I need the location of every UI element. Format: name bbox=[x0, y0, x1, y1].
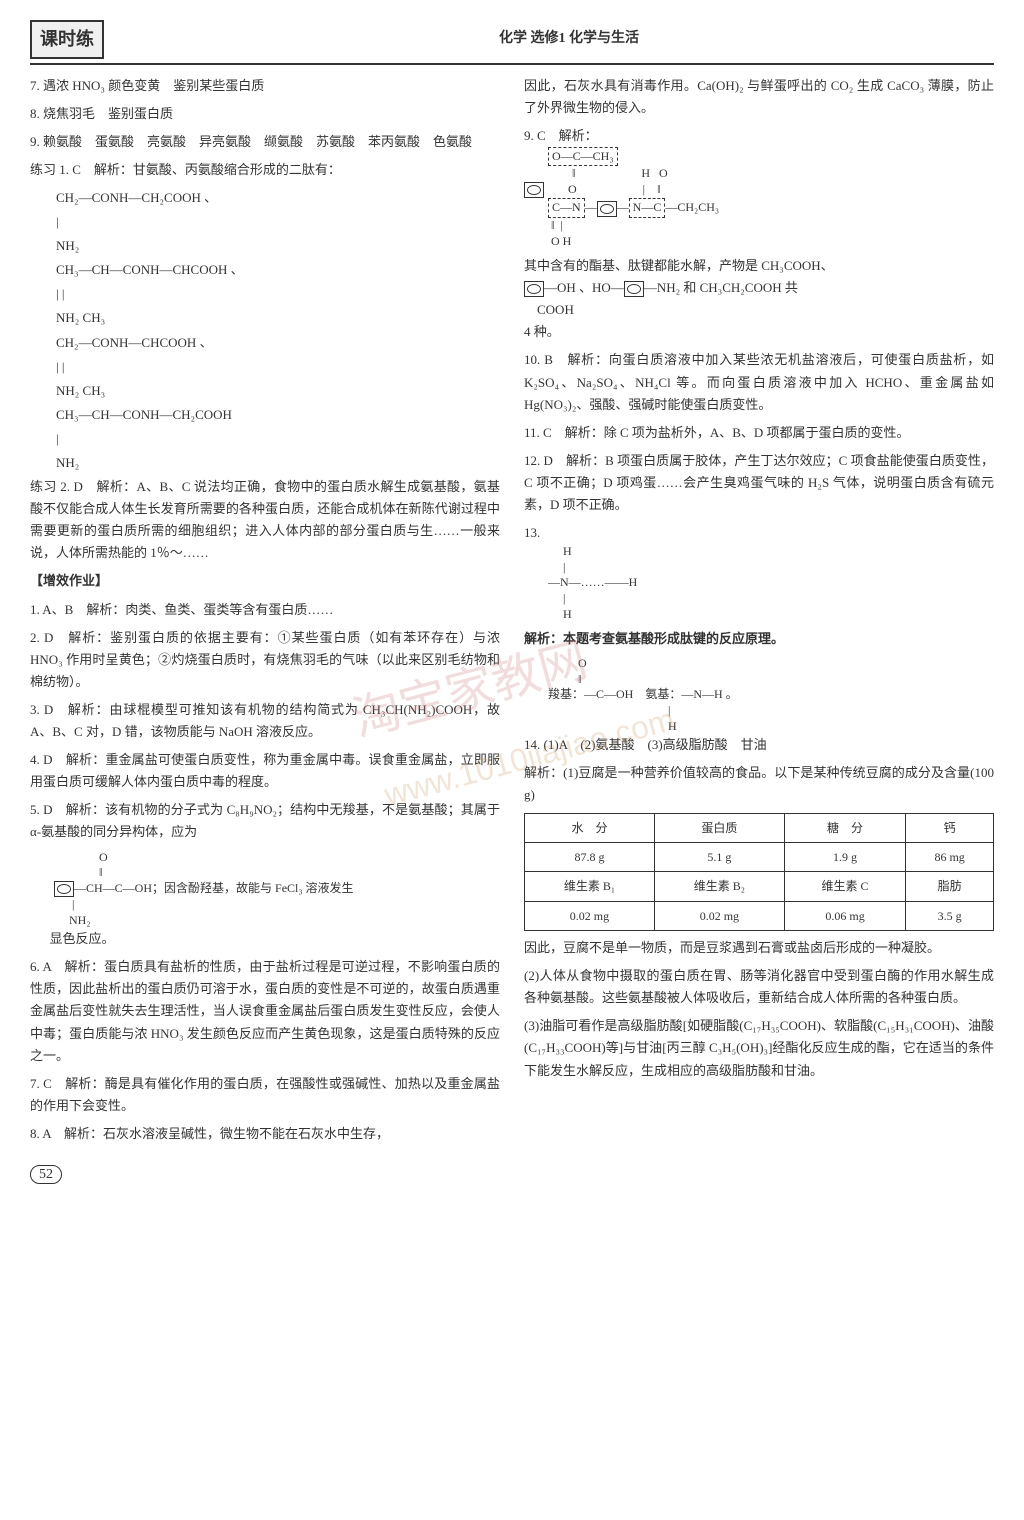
p1-f4b: | bbox=[30, 428, 500, 450]
r14-2: (2)人体从食物中摄取的蛋白质在胃、肠等消化器官中受到蛋白酶的作用水解生成各种氨… bbox=[524, 965, 994, 1009]
r9-text: 其中含有的酯基、肽键都能水解，产物是 CH₃COOH、 —OH 、HO— —NH₂… bbox=[524, 255, 994, 343]
table-row: 维生素 B₁ 维生素 B₂ 维生素 C 脂肪 bbox=[525, 872, 994, 901]
p1-f4a: CH₃—CH—CONH—CH₂COOH bbox=[30, 404, 500, 426]
r9-head: 9. C 解析： bbox=[524, 128, 598, 143]
table-cell: 5.1 g bbox=[654, 842, 784, 871]
p1-f1: CH₂—CONH—CH₂COOH 、 bbox=[30, 187, 500, 209]
table-row: 水 分 蛋白质 糖 分 钙 bbox=[525, 813, 994, 842]
r10: 10. B 解析：向蛋白质溶液中加入某些浓无机盐溶液后，可使蛋白质盐析，如 K₂… bbox=[524, 349, 994, 415]
r13-text: 解析：本题考查氨基酸形成肽键的反应原理。 bbox=[524, 628, 994, 650]
r14-text: 解析：(1)豆腐是一种营养价值较高的食品。以下是某种传统豆腐的成分及含量(100… bbox=[524, 762, 994, 806]
table-row: 87.8 g 5.1 g 1.9 g 86 mg bbox=[525, 842, 994, 871]
page-header: 课时练 化学 选修1 化学与生活 bbox=[30, 20, 994, 65]
p1-f3c: NH₂ CH₃ bbox=[30, 380, 500, 402]
r-cont: 因此，石灰水具有消毒作用。Ca(OH)₂ 与鲜蛋呼出的 CO₂ 生成 CaCO₃… bbox=[524, 75, 994, 119]
page-number: 52 bbox=[30, 1163, 994, 1187]
a1: 1. A、B 解析：肉类、鱼类、蛋类等含有蛋白质…… bbox=[30, 599, 500, 621]
r13: 13. H | —N—……——H | H bbox=[524, 522, 994, 622]
r14-after: 因此，豆腐不是单一物质，而是豆浆遇到石膏或盐卤后形成的一种凝胶。 bbox=[524, 937, 994, 959]
logo: 课时练 bbox=[30, 20, 104, 59]
table-cell: 维生素 B₂ bbox=[654, 872, 784, 901]
p1-f2b: | | bbox=[30, 283, 500, 305]
a5a: 5. D 解析：该有机物的分子式为 C₈H₉NO₂；结构中无羧基，不是氨基酸；其… bbox=[30, 799, 500, 843]
table-cell: 糖 分 bbox=[784, 813, 905, 842]
r9-text-a: 其中含有的酯基、肽键都能水解，产物是 CH₃COOH、 bbox=[524, 258, 834, 273]
p1-f1c: NH₂ bbox=[30, 235, 500, 257]
table-cell: 水 分 bbox=[525, 813, 655, 842]
r11: 11. C 解析：除 C 项为盐析外，A、B、D 项都属于蛋白质的变性。 bbox=[524, 422, 994, 444]
r9-text-d: COOH bbox=[537, 302, 574, 317]
a6: 6. A 解析：蛋白质具有盐析的性质，由于盐析过程是可逆过程，不影响蛋白质的性质… bbox=[30, 956, 500, 1066]
benzene-ring-icon bbox=[54, 881, 74, 897]
benzene-ring-icon bbox=[524, 281, 544, 297]
r12: 12. D 解析：B 项蛋白质属于胶体，产生丁达尔效应；C 项食盐能使蛋白质变性… bbox=[524, 450, 994, 516]
p2: 练习 2. D 解析：A、B、C 说法均正确，食物中的蛋白质水解生成氨基酸，氨基… bbox=[30, 476, 500, 564]
left-column: 7. 遇浓 HNO₃ 颜色变黄 鉴别某些蛋白质 8. 烧焦羽毛 鉴别蛋白质 9.… bbox=[30, 75, 500, 1151]
p1-f2a: CH₃—CH—CONH—CHCOOH 、 bbox=[30, 259, 500, 281]
q9: 9. 赖氨酸 蛋氨酸 亮氨酸 异亮氨酸 缬氨酸 苏氨酸 苯丙氨酸 色氨酸 bbox=[30, 131, 500, 153]
right-column: 因此，石灰水具有消毒作用。Ca(OH)₂ 与鲜蛋呼出的 CO₂ 生成 CaCO₃… bbox=[524, 75, 994, 1151]
table-cell: 0.02 mg bbox=[525, 901, 655, 930]
a8: 8. A 解析：石灰水溶液呈碱性，微生物不能在石灰水中生存， bbox=[30, 1123, 500, 1145]
table-cell: 钙 bbox=[906, 813, 994, 842]
benzene-ring-icon bbox=[524, 182, 544, 198]
table-cell: 维生素 C bbox=[784, 872, 905, 901]
q7: 7. 遇浓 HNO₃ 颜色变黄 鉴别某些蛋白质 bbox=[30, 75, 500, 97]
r9: 9. C 解析： O—C—CH₃ ‖ H O O | ‖ C—N——N—C—CH… bbox=[524, 125, 994, 249]
table-cell: 0.02 mg bbox=[654, 901, 784, 930]
zx-head: 【增效作业】 bbox=[30, 570, 500, 592]
q8: 8. 烧焦羽毛 鉴别蛋白质 bbox=[30, 103, 500, 125]
p1-f3b: | | bbox=[30, 356, 500, 378]
p1-f4c: NH₂ bbox=[30, 452, 500, 474]
r13-formula: O ‖ 羧基：—C—OH 氨基：—N—H 。 | H bbox=[524, 656, 994, 734]
table-cell: 1.9 g bbox=[784, 842, 905, 871]
tofu-table: 水 分 蛋白质 糖 分 钙 87.8 g 5.1 g 1.9 g 86 mg 维… bbox=[524, 813, 994, 932]
content-columns: 7. 遇浓 HNO₃ 颜色变黄 鉴别某些蛋白质 8. 烧焦羽毛 鉴别蛋白质 9.… bbox=[30, 75, 994, 1151]
a2: 2. D 解析：鉴别蛋白质的依据主要有：①某些蛋白质（如有苯环存在）与浓 HNO… bbox=[30, 627, 500, 693]
page-number-value: 52 bbox=[30, 1165, 62, 1184]
table-cell: 蛋白质 bbox=[654, 813, 784, 842]
table-cell: 0.06 mg bbox=[784, 901, 905, 930]
table-cell: 3.5 g bbox=[906, 901, 994, 930]
a5c: 显色反应。 bbox=[30, 928, 500, 950]
p1-f3a: CH₂—CONH—CHCOOH 、 bbox=[30, 332, 500, 354]
table-cell: 87.8 g bbox=[525, 842, 655, 871]
a5b-label: ；因含酚羟基，故能与 FeCl₃ 溶液发生 bbox=[152, 881, 354, 895]
table-cell: 脂肪 bbox=[906, 872, 994, 901]
table-cell: 维生素 B₁ bbox=[525, 872, 655, 901]
r9-text-e: 4 种。 bbox=[524, 324, 560, 339]
r14-3: (3)油脂可看作是高级脂肪酸[如硬脂酸(C₁₇H₃₅COOH)、软脂酸(C₁₅H… bbox=[524, 1015, 994, 1081]
subject-title: 化学 选修1 化学与生活 bbox=[144, 27, 994, 51]
benzene-ring-icon bbox=[597, 201, 617, 217]
a3: 3. D 解析：由球棍模型可推知该有机物的结构简式为 CH₃CH(NH₂)COO… bbox=[30, 699, 500, 743]
r14-head: 14. (1)A (2)氨基酸 (3)高级脂肪酸 甘油 bbox=[524, 734, 994, 756]
p1-f1b: | bbox=[30, 211, 500, 233]
a4: 4. D 解析：重金属盐可使蛋白质变性，称为重金属中毒。误食重金属盐，立即服用蛋… bbox=[30, 749, 500, 793]
r13a: 13. bbox=[524, 525, 540, 540]
a5-structure: O ‖ —CH—C—OH；因含酚羟基，故能与 FeCl₃ 溶液发生 | NH₂ bbox=[30, 850, 500, 929]
r9-text-b: —OH 、HO— bbox=[544, 280, 624, 295]
a7: 7. C 解析：酶是具有催化作用的蛋白质，在强酸性或强碱性、加热以及重金属盐的作… bbox=[30, 1073, 500, 1117]
p1-head: 练习 1. C 解析：甘氨酸、丙氨酸缩合形成的二肽有： bbox=[30, 159, 500, 181]
r9-structure: O—C—CH₃ ‖ H O O | ‖ C—N——N—C—CH₂CH₃ ‖ | … bbox=[524, 147, 994, 249]
p1-f2c: NH₂ CH₃ bbox=[30, 307, 500, 329]
table-cell: 86 mg bbox=[906, 842, 994, 871]
r9-text-c: —NH₂ 和 CH₃CH₂COOH 共 bbox=[644, 280, 798, 295]
r13-structure: H | —N—……——H | H bbox=[524, 544, 994, 622]
table-row: 0.02 mg 0.02 mg 0.06 mg 3.5 g bbox=[525, 901, 994, 930]
benzene-ring-icon bbox=[624, 281, 644, 297]
